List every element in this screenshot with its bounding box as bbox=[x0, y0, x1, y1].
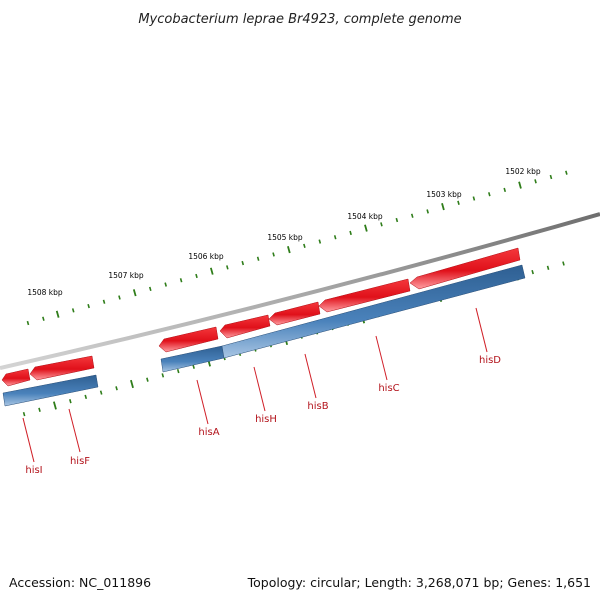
major-tick bbox=[209, 267, 214, 275]
minor-tick bbox=[534, 179, 537, 184]
gene-label-hisA[interactable]: hisA bbox=[198, 427, 219, 438]
tick-label-1502: 1502 kbp bbox=[505, 167, 541, 176]
minor-tick bbox=[148, 286, 152, 292]
minor-tick bbox=[161, 373, 165, 378]
minor-tick bbox=[531, 269, 534, 275]
major-tick bbox=[441, 203, 445, 211]
upper-tick-ring bbox=[26, 170, 568, 326]
gene-arrow-hisA[interactable] bbox=[158, 326, 219, 353]
minor-tick bbox=[349, 230, 352, 236]
gene-label-hisB[interactable]: hisB bbox=[307, 401, 328, 412]
minor-tick bbox=[272, 252, 275, 257]
callout-line-hisI bbox=[22, 417, 35, 463]
callout-line-hisH bbox=[253, 366, 266, 412]
gene-arrow-hisF[interactable] bbox=[29, 355, 95, 381]
forward-strand-genes bbox=[1, 247, 521, 387]
minor-tick bbox=[333, 235, 337, 240]
major-tick bbox=[364, 224, 368, 232]
minor-tick bbox=[71, 308, 75, 313]
major-tick bbox=[130, 379, 134, 389]
minor-tick bbox=[179, 278, 183, 283]
minor-tick bbox=[318, 239, 322, 244]
genome-backbone bbox=[0, 212, 600, 370]
minor-tick bbox=[457, 200, 460, 205]
tick-label-1505: 1505 kbp bbox=[267, 233, 303, 242]
minor-tick bbox=[22, 411, 26, 417]
tick-label-1508: 1508 kbp bbox=[27, 288, 63, 297]
minor-tick bbox=[26, 320, 30, 326]
gene-label-hisC[interactable]: hisC bbox=[378, 383, 399, 394]
minor-tick bbox=[380, 222, 383, 227]
tick-label-1507: 1507 kbp bbox=[108, 271, 144, 280]
accession-text: Accession: NC_011896 bbox=[9, 575, 151, 590]
genome-summary-text: Topology: circular; Length: 3,268,071 bp… bbox=[247, 575, 591, 590]
gene-callouts bbox=[22, 307, 488, 463]
minor-tick bbox=[226, 265, 229, 270]
minor-tick bbox=[192, 364, 195, 369]
gene-label-hisF[interactable]: hisF bbox=[70, 456, 90, 467]
minor-tick bbox=[256, 256, 260, 261]
reverse-strand-genes bbox=[2, 264, 526, 407]
callout-line-hisC bbox=[375, 335, 388, 381]
minor-tick bbox=[303, 243, 306, 248]
gene-bar-hisH-hisD[interactable] bbox=[221, 264, 526, 359]
tick-label-1503: 1503 kbp bbox=[426, 190, 462, 199]
minor-tick bbox=[84, 394, 88, 400]
major-tick bbox=[132, 289, 137, 297]
gene-arrow-hisB[interactable] bbox=[268, 301, 321, 326]
minor-tick bbox=[472, 196, 476, 201]
minor-tick bbox=[115, 386, 118, 391]
minor-tick bbox=[38, 407, 41, 412]
minor-tick bbox=[118, 295, 121, 300]
minor-tick bbox=[565, 170, 568, 175]
minor-tick bbox=[195, 273, 198, 279]
major-tick bbox=[518, 181, 522, 189]
minor-tick bbox=[562, 261, 565, 266]
minor-tick bbox=[146, 377, 149, 382]
minor-tick bbox=[426, 209, 429, 214]
minor-tick bbox=[488, 192, 491, 197]
minor-tick bbox=[549, 174, 553, 180]
minor-tick bbox=[546, 265, 550, 270]
gene-arrow-hisH[interactable] bbox=[219, 314, 271, 339]
minor-tick bbox=[241, 260, 245, 266]
callout-line-hisA bbox=[196, 379, 209, 425]
gene-label-hisI[interactable]: hisI bbox=[25, 465, 42, 476]
gene-label-hisD[interactable]: hisD bbox=[479, 355, 501, 366]
tick-label-1506: 1506 kbp bbox=[188, 252, 224, 261]
callout-line-hisF bbox=[68, 408, 81, 453]
minor-tick bbox=[395, 217, 399, 223]
gene-label-hisH[interactable]: hisH bbox=[255, 414, 277, 425]
minor-tick bbox=[99, 390, 103, 395]
major-tick bbox=[52, 401, 57, 410]
callout-line-hisB bbox=[304, 353, 317, 399]
gene-arrow-hisC[interactable] bbox=[318, 278, 411, 313]
gene-arrow-hisD[interactable] bbox=[409, 247, 521, 290]
minor-tick bbox=[410, 213, 414, 218]
major-tick bbox=[55, 310, 60, 318]
tick-label-1504: 1504 kbp bbox=[347, 212, 383, 221]
map-title: Mycobacterium leprae Br4923, complete ge… bbox=[138, 12, 461, 27]
gene-arrow-hisI[interactable] bbox=[1, 368, 31, 387]
minor-tick bbox=[503, 187, 507, 193]
minor-tick bbox=[42, 316, 45, 321]
gene-bar-hisI-hisF[interactable] bbox=[2, 374, 99, 407]
minor-tick bbox=[69, 399, 72, 404]
minor-tick bbox=[176, 368, 180, 374]
minor-tick bbox=[87, 303, 90, 309]
minor-tick bbox=[102, 299, 106, 304]
callout-line-hisD bbox=[475, 307, 488, 353]
major-tick bbox=[287, 246, 291, 254]
minor-tick bbox=[164, 282, 168, 287]
